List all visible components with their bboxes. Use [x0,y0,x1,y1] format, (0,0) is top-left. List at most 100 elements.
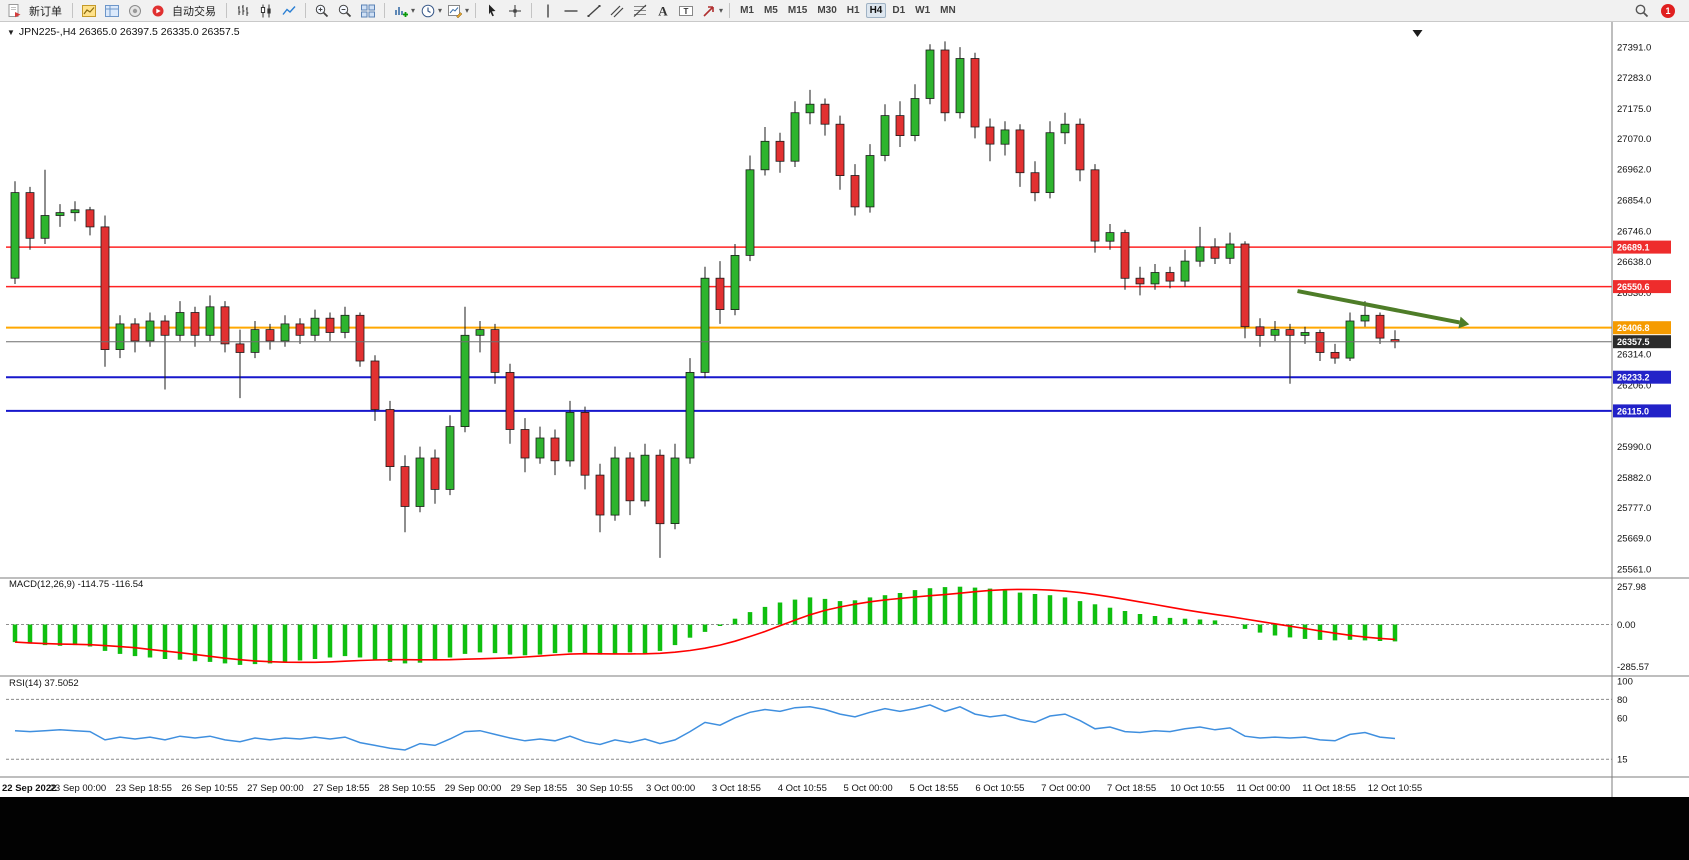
candle [865,155,875,208]
periods-button[interactable] [417,2,439,20]
time-label: 11 Oct 18:55 [1302,783,1356,794]
timeframe-m5-button[interactable]: M5 [763,5,778,16]
candle [400,466,410,507]
price-tick-label: 25990.0 [1617,442,1651,453]
cursor-button[interactable] [481,2,503,20]
candle [1240,243,1250,328]
timeframe-w1-button[interactable]: W1 [915,5,931,16]
macd-histogram [12,586,1398,665]
candle [1135,277,1145,285]
trend-arrow[interactable] [1297,289,1460,325]
candle [1210,246,1220,259]
timeframe-m15-button[interactable]: M15 [787,5,808,16]
channel-icon [610,5,624,17]
vertical-line-icon [547,4,549,17]
chart-shift-marker[interactable] [1412,30,1423,37]
alerts-button[interactable] [124,2,146,20]
candle [1150,272,1160,285]
candle [610,457,620,516]
candle [55,212,65,216]
trendline-tool-button[interactable] [583,2,605,20]
price-tick-label: 26638.0 [1617,257,1651,268]
time-label: 3 Oct 18:55 [712,783,761,794]
rsi-title: RSI(14) 37.5052 [9,678,79,689]
zoom-in-button[interactable] [311,2,333,20]
crosshair-button[interactable] [504,2,526,20]
candle [160,320,170,336]
timeframe-m30-button[interactable]: M30 [817,5,837,16]
candle [640,454,650,502]
arrows-tool-button[interactable] [698,2,720,20]
price-tick-label: 26530.0 [1617,288,1651,299]
chart-canvas[interactable]: 27391.0 27283.0 27175.0 27070.0 26962.0 26854… [0,22,1689,797]
time-label: 5 Oct 18:55 [909,783,958,794]
chart-window: 27391.0 27283.0 27175.0 27070.0 26962.0 26854… [0,22,1689,797]
time-label: 23 Sep 18:55 [115,783,172,794]
price-tick-label: 27070.0 [1617,134,1651,145]
channel-tool-button[interactable] [606,2,628,20]
candlestick-chart-button[interactable] [255,2,277,20]
timeframe-m1-button[interactable]: M1 [740,5,754,16]
timeframe-h4-button[interactable]: H4 [865,3,887,18]
candle [445,426,455,490]
rsi-tick-label: 15 [1617,755,1628,766]
candle [40,215,50,239]
text-label-tool-button[interactable]: T [675,2,697,20]
macd-title: MACD(12,26,9) -114.75 -116.54 [9,579,144,590]
price-tag-text: 26233.2 [1617,373,1650,383]
time-label: 6 Oct 10:55 [975,783,1024,794]
indicators-button[interactable] [390,2,412,20]
candle [355,314,365,362]
candle [1195,246,1205,262]
vertical-line-tool-button[interactable] [537,2,559,20]
candle [205,306,215,336]
templates-dropdown-caret[interactable]: ▾ [465,6,470,15]
candle [430,457,440,490]
zoom-out-icon [338,4,352,17]
price-axis: 27391.0 27283.0 27175.0 27070.0 26962.0 26854… [1617,42,1651,575]
candle [625,457,635,502]
candle [1060,123,1070,134]
price-tick-label: 25882.0 [1617,473,1651,484]
candle [985,126,995,145]
periods-dropdown-caret[interactable]: ▾ [438,6,443,15]
price-tag-text: 26357.5 [1617,337,1650,347]
timeframe-mn-button[interactable]: MN [940,5,956,16]
timeframe-d1-button[interactable]: D1 [892,5,906,16]
bar-chart-button[interactable] [232,2,254,20]
auto-trading-button[interactable] [147,2,169,20]
arrows-dropdown-caret[interactable]: ▾ [719,6,724,15]
candle [685,371,695,459]
candle [1045,132,1055,193]
notification-badge[interactable]: 1 [1661,3,1675,18]
templates-button[interactable] [444,2,466,20]
profiles-button[interactable] [101,2,123,20]
indicators-dropdown-caret[interactable]: ▾ [411,6,416,15]
candle [535,437,545,459]
candlestick-chart-icon [260,4,271,17]
candle [670,457,680,524]
candle [595,474,605,516]
new-chart-button[interactable] [78,2,100,20]
line-chart-button[interactable] [278,2,300,20]
time-label: 7 Oct 00:00 [1041,783,1090,794]
chart-title: ▼ JPN225-,H4 26365.0 26397.5 26335.0 263… [7,26,240,38]
zoom-out-button[interactable] [334,2,356,20]
horizontal-line-tool-button[interactable] [560,2,582,20]
candle [175,312,185,336]
candle [520,429,530,459]
search-button[interactable] [1631,2,1653,20]
candle [805,103,815,114]
candle [325,317,335,333]
candle [1360,314,1370,322]
timeframe-h1-button[interactable]: H1 [846,5,860,16]
fibonacci-tool-button[interactable] [629,2,651,20]
new-order-button[interactable] [4,2,26,20]
toolbar-separator [226,3,227,18]
tile-windows-button[interactable] [357,2,379,20]
toolbar-separator [729,3,731,18]
text-tool-button[interactable]: A [652,2,674,20]
candle [1255,326,1265,336]
price-tag-26233.2 [1613,370,1671,384]
